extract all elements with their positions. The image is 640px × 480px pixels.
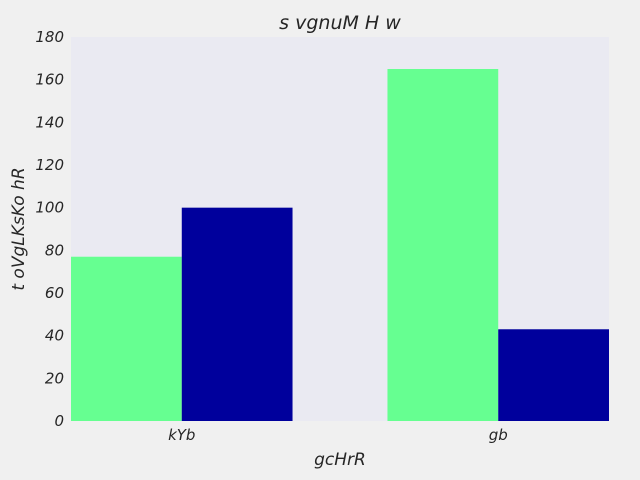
bar-gb-series-1 (387, 69, 499, 421)
bar-kYb-series-1 (71, 256, 182, 421)
y-tick-label: 140 (35, 113, 64, 131)
x-axis-ticks: kYb gb (168, 426, 508, 444)
y-tick-label: 60 (45, 284, 64, 302)
y-tick-label: 20 (45, 369, 64, 387)
y-axis-ticks: 0 20 40 60 80 100 120 140 160 180 (35, 28, 64, 430)
chart-title: s vgnuM H w (279, 12, 401, 34)
bar-gb-series-2 (498, 329, 609, 421)
y-tick-label: 180 (35, 28, 64, 46)
y-axis-label: t oVgLKsKo hR (9, 167, 29, 290)
y-tick-label: 120 (35, 156, 64, 174)
y-tick-label: 100 (35, 199, 64, 217)
y-tick-label: 160 (35, 71, 64, 89)
bar-kYb-series-2 (181, 207, 293, 421)
x-tick-label: gb (489, 426, 508, 444)
y-tick-label: 0 (54, 412, 64, 430)
x-axis-label: gcHrR (314, 450, 366, 470)
y-tick-label: 40 (45, 327, 64, 345)
x-tick-label: kYb (168, 426, 195, 444)
bars-group (71, 69, 609, 421)
y-tick-label: 80 (45, 241, 64, 259)
